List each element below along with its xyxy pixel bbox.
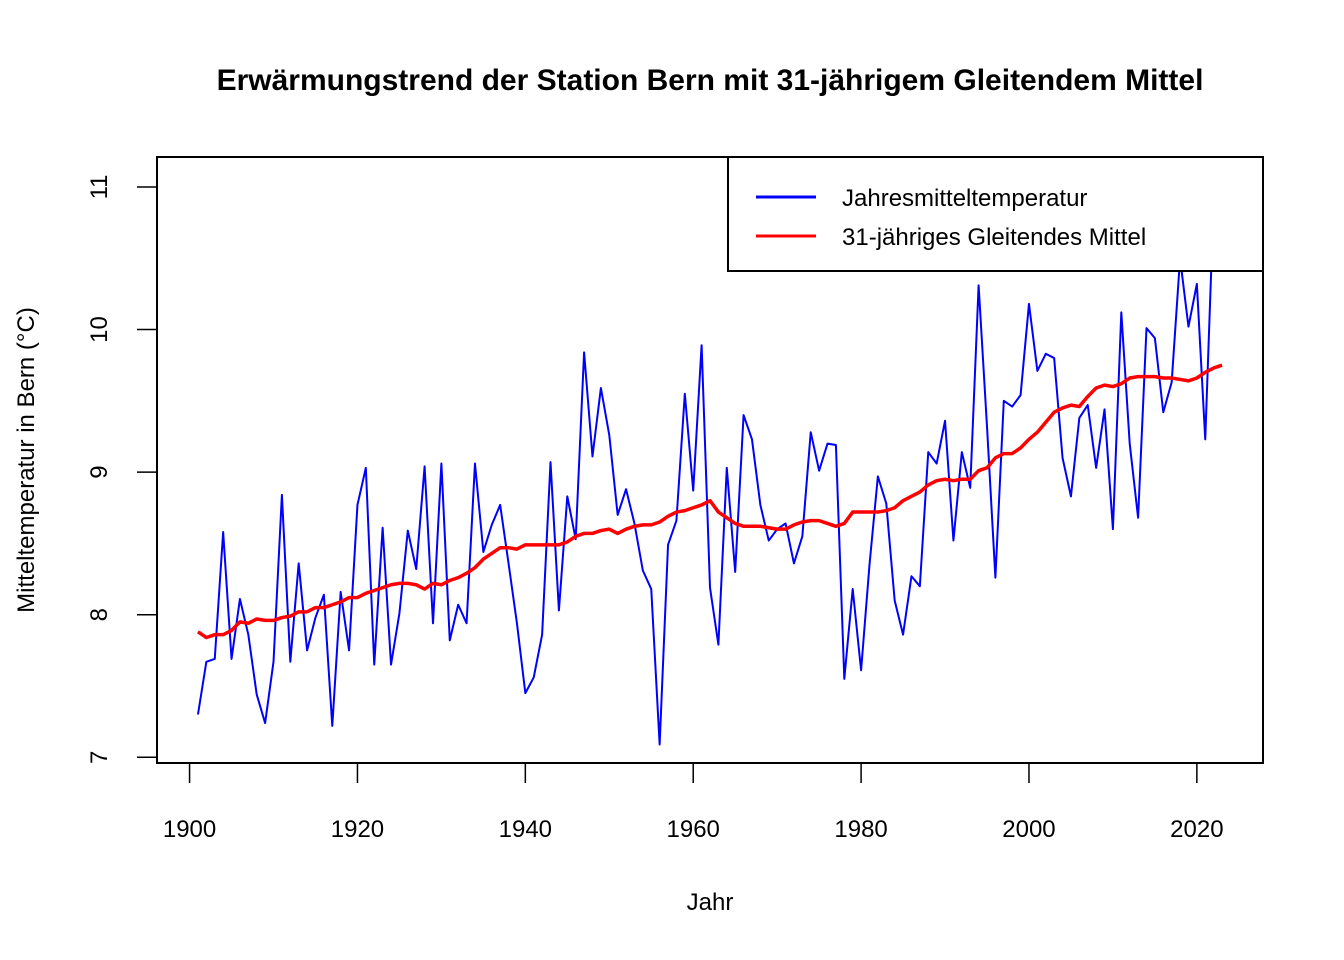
series-annual-mean-line: [196, 201, 1215, 746]
y-tick-label-8: 8: [86, 608, 113, 621]
y-tick-label-11: 11: [86, 174, 113, 199]
legend: Jahresmitteltemperatur 31-jähriges Gleit…: [727, 156, 1264, 272]
x-tick-label-1960: 1960: [667, 816, 720, 843]
series-moving-average-line: [196, 363, 1223, 640]
x-tick-label-1940: 1940: [499, 816, 552, 843]
x-axis-label: Jahr: [687, 889, 734, 916]
legend-box: [727, 156, 1264, 272]
x-tick-label-1980: 1980: [834, 816, 887, 843]
chart-title: Erwärmungstrend der Station Bern mit 31-…: [217, 64, 1204, 97]
y-axis-label: Mitteltemperatur in Bern (°C): [13, 307, 40, 613]
x-tick-label-2000: 2000: [1002, 816, 1055, 843]
y-tick-label-7: 7: [86, 751, 113, 764]
y-tick-label-10: 10: [86, 316, 113, 343]
x-tick-label-2020: 2020: [1170, 816, 1223, 843]
x-tick-label-1900: 1900: [163, 816, 216, 843]
series-layer: [196, 201, 1223, 746]
x-axis: 1900 1920 1940 1960 1980 2000 2020: [163, 762, 1224, 843]
legend-label-annual: Jahresmitteltemperatur: [842, 185, 1087, 212]
y-axis: 7 8 9 10 11: [86, 174, 158, 764]
x-tick-label-1920: 1920: [331, 816, 384, 843]
legend-label-moving-average: 31-jähriges Gleitendes Mittel: [842, 224, 1146, 251]
y-tick-label-9: 9: [86, 465, 113, 478]
